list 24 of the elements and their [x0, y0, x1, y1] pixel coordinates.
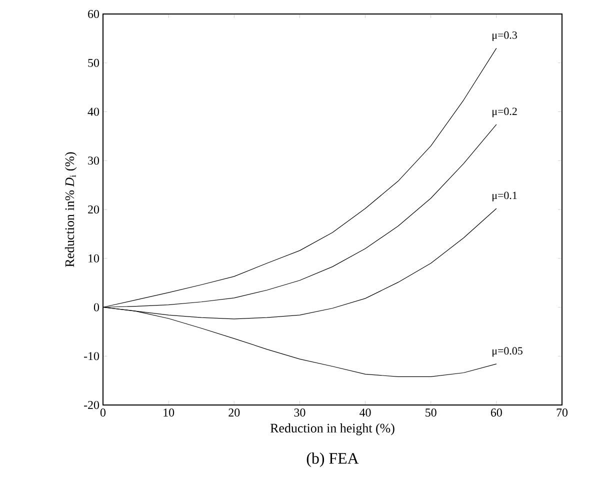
- x-tick-label: 30: [294, 408, 306, 417]
- y-tick-label: 0: [94, 303, 100, 312]
- series-label: μ=0.3: [492, 31, 517, 42]
- y-tick-label: -20: [84, 400, 100, 410]
- y-tick-label: -10: [84, 352, 100, 360]
- x-tick-label: 70: [556, 408, 568, 417]
- x-tick-label: 60: [490, 408, 502, 417]
- y-tick-label: 60: [88, 10, 100, 18]
- series-label: μ=0.2: [492, 108, 517, 118]
- series-label: μ=0.1: [492, 192, 517, 202]
- x-axis-title: Reduction in height (%): [270, 423, 394, 436]
- text: (b) FEA: [306, 452, 359, 467]
- x-tick-label: 20: [228, 408, 240, 417]
- y-tick-label: 50: [88, 58, 100, 67]
- y-tick-label: 10: [88, 254, 100, 262]
- x-tick-label: 10: [164, 408, 174, 417]
- y-tick-label: 20: [88, 205, 100, 214]
- x-tick-label: 40: [360, 408, 371, 417]
- y-axis-title: Reduction in% D$_{i}$ (%): [64, 152, 77, 267]
- series-label: μ=0.05: [492, 347, 522, 357]
- x-tick-label: 50: [426, 408, 436, 417]
- y-tick-label: 30: [88, 156, 100, 165]
- y-tick-label: 40: [88, 108, 100, 116]
- x-tick-label: 0: [100, 408, 106, 417]
